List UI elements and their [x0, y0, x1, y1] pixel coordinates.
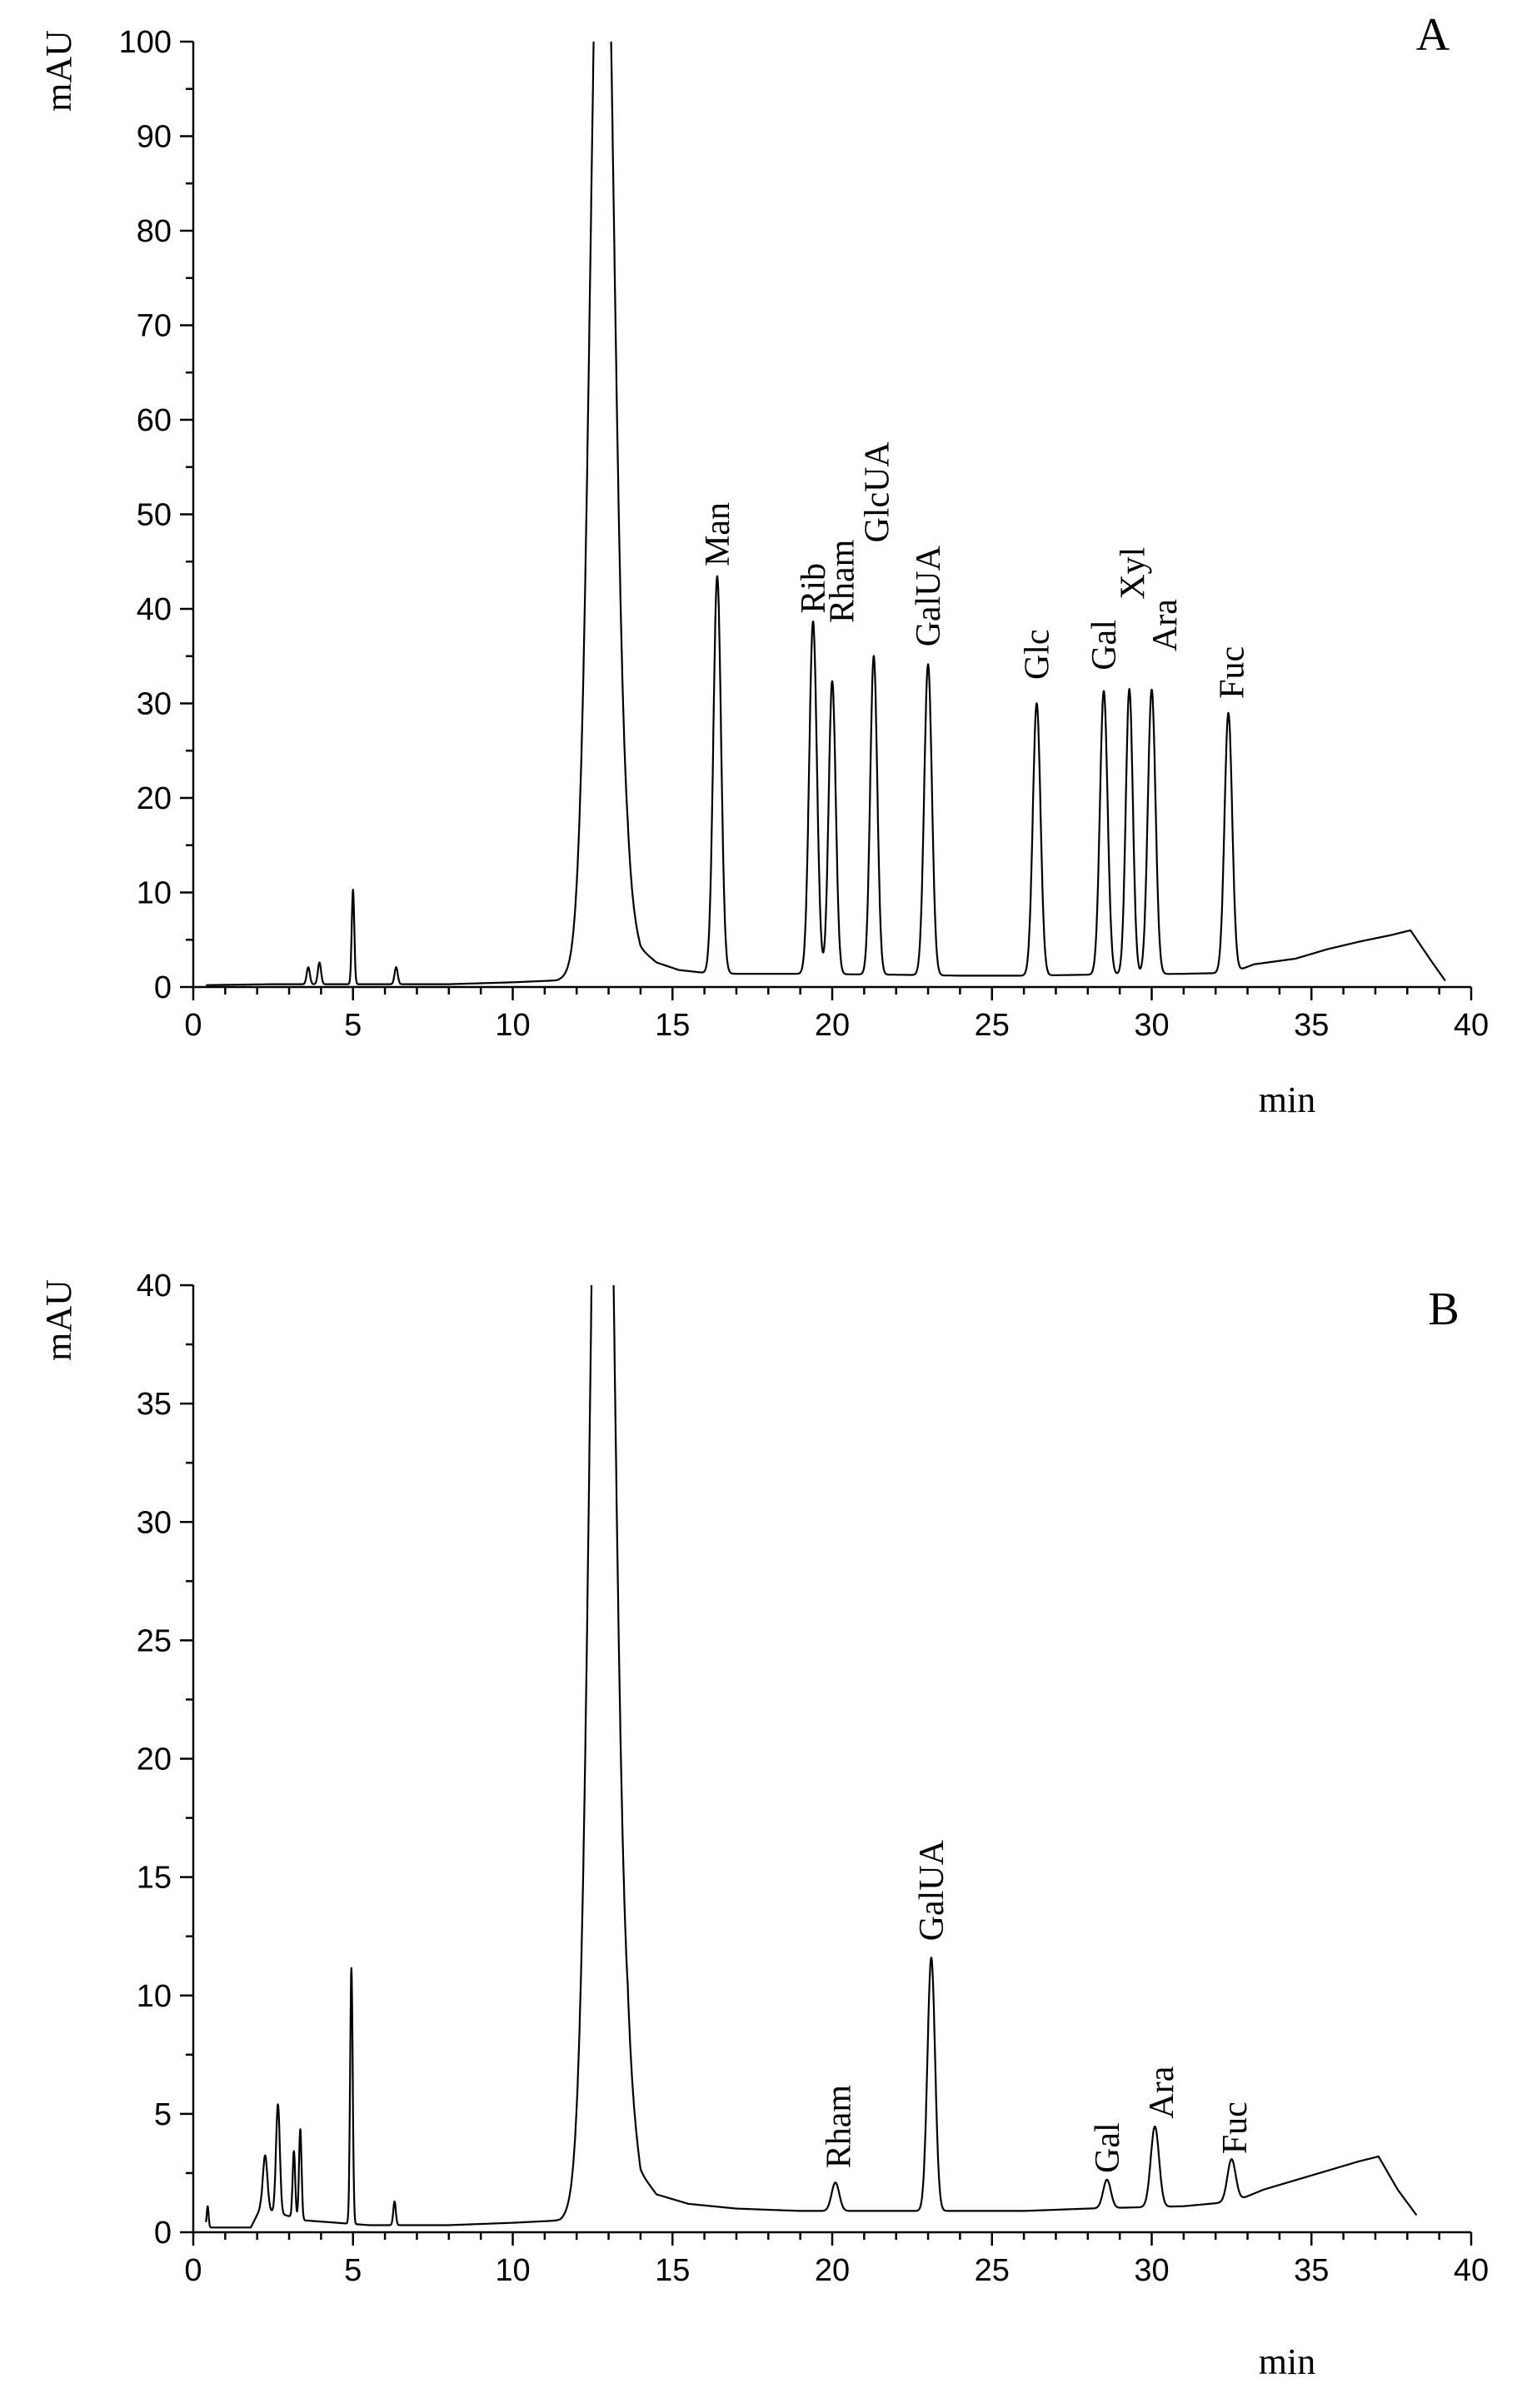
panel-letter: A: [1416, 9, 1450, 61]
y-axis-title: mAU: [38, 30, 79, 112]
x-tick-label: 5: [344, 1008, 362, 1043]
x-tick-label: 30: [1134, 2253, 1169, 2288]
peak-label: Glc: [1018, 629, 1056, 680]
y-tick-label: 20: [137, 1742, 172, 1777]
x-tick-label: 5: [344, 2253, 362, 2288]
y-axis-title: mAU: [38, 1279, 79, 1361]
peak-label: GlcUA: [859, 441, 897, 543]
y-tick-label: 20: [137, 781, 172, 816]
y-tick-label: 40: [137, 1269, 172, 1304]
x-tick-label: 20: [815, 2253, 850, 2288]
x-tick-label: 25: [975, 1008, 1010, 1043]
peak-label: Gal: [1085, 620, 1124, 671]
x-tick-label: 10: [495, 2253, 530, 2288]
chromatogram-trace: [205, 1285, 1418, 2229]
x-axis-title: min: [1259, 2341, 1315, 2382]
x-tick-label: 10: [495, 1008, 530, 1043]
x-tick-label: 25: [975, 2253, 1010, 2288]
y-tick-label: 10: [137, 876, 172, 911]
y-tick-label: 50: [137, 498, 172, 533]
y-tick-label: 40: [137, 592, 172, 627]
x-tick-label: 35: [1294, 2253, 1329, 2288]
y-tick-label: 0: [154, 970, 172, 1005]
x-tick-label: 15: [655, 2253, 690, 2288]
peak-label: Rib: [795, 563, 833, 614]
y-tick-label: 60: [137, 403, 172, 438]
peak-label: Ara: [1146, 599, 1185, 651]
y-tick-label: 25: [137, 1623, 172, 1658]
y-tick-label: 30: [137, 1505, 172, 1540]
peak-label: Man: [699, 502, 737, 566]
y-tick-label: 15: [137, 1861, 172, 1896]
y-tick-label: 5: [154, 2097, 172, 2132]
x-tick-label: 35: [1294, 1008, 1329, 1043]
y-tick-label: 70: [137, 309, 172, 344]
x-axis-title: min: [1259, 1079, 1315, 1120]
peak-label: Rham: [821, 2085, 859, 2169]
chromatogram-trace: [205, 42, 1446, 986]
peak-label: Xyl: [1114, 547, 1152, 600]
y-tick-label: 100: [119, 25, 172, 60]
peak-label: Gal: [1089, 2122, 1127, 2173]
peak-label: Fuc: [1216, 2101, 1255, 2154]
x-tick-label: 30: [1134, 1008, 1169, 1043]
peak-label: GalUA: [910, 545, 948, 646]
x-tick-label: 40: [1454, 2253, 1489, 2288]
x-tick-label: 15: [655, 1008, 690, 1043]
x-tick-label: 0: [184, 1008, 202, 1043]
y-tick-label: 90: [137, 120, 172, 155]
chromatogram-panel-b: 0 5 10 15 20 25 30 35 40 0 5 10 15 20 25 30 35 40 mAU min B R…: [38, 1269, 1489, 2382]
y-tick-label: 30: [137, 687, 172, 722]
peak-label: GalUA: [913, 1839, 951, 1941]
x-tick-label: 0: [184, 2253, 202, 2288]
x-tick-label: 20: [815, 1008, 850, 1043]
x-tick-label: 40: [1454, 1008, 1489, 1043]
panel-letter: B: [1428, 1284, 1459, 1335]
peak-label: Rham: [824, 539, 862, 623]
y-tick-label: 80: [137, 214, 172, 249]
y-tick-label: 0: [154, 2216, 172, 2251]
y-tick-label: 35: [137, 1387, 172, 1422]
peak-label: Ara: [1143, 2066, 1181, 2118]
y-tick-label: 10: [137, 1979, 172, 2014]
chromatogram-panel-a: 0 5 10 15 20 25 30 35 40 0 10 20 30 40 50 60 70 80 90 100 mA…: [38, 9, 1489, 1120]
peak-label: Fuc: [1213, 646, 1251, 699]
